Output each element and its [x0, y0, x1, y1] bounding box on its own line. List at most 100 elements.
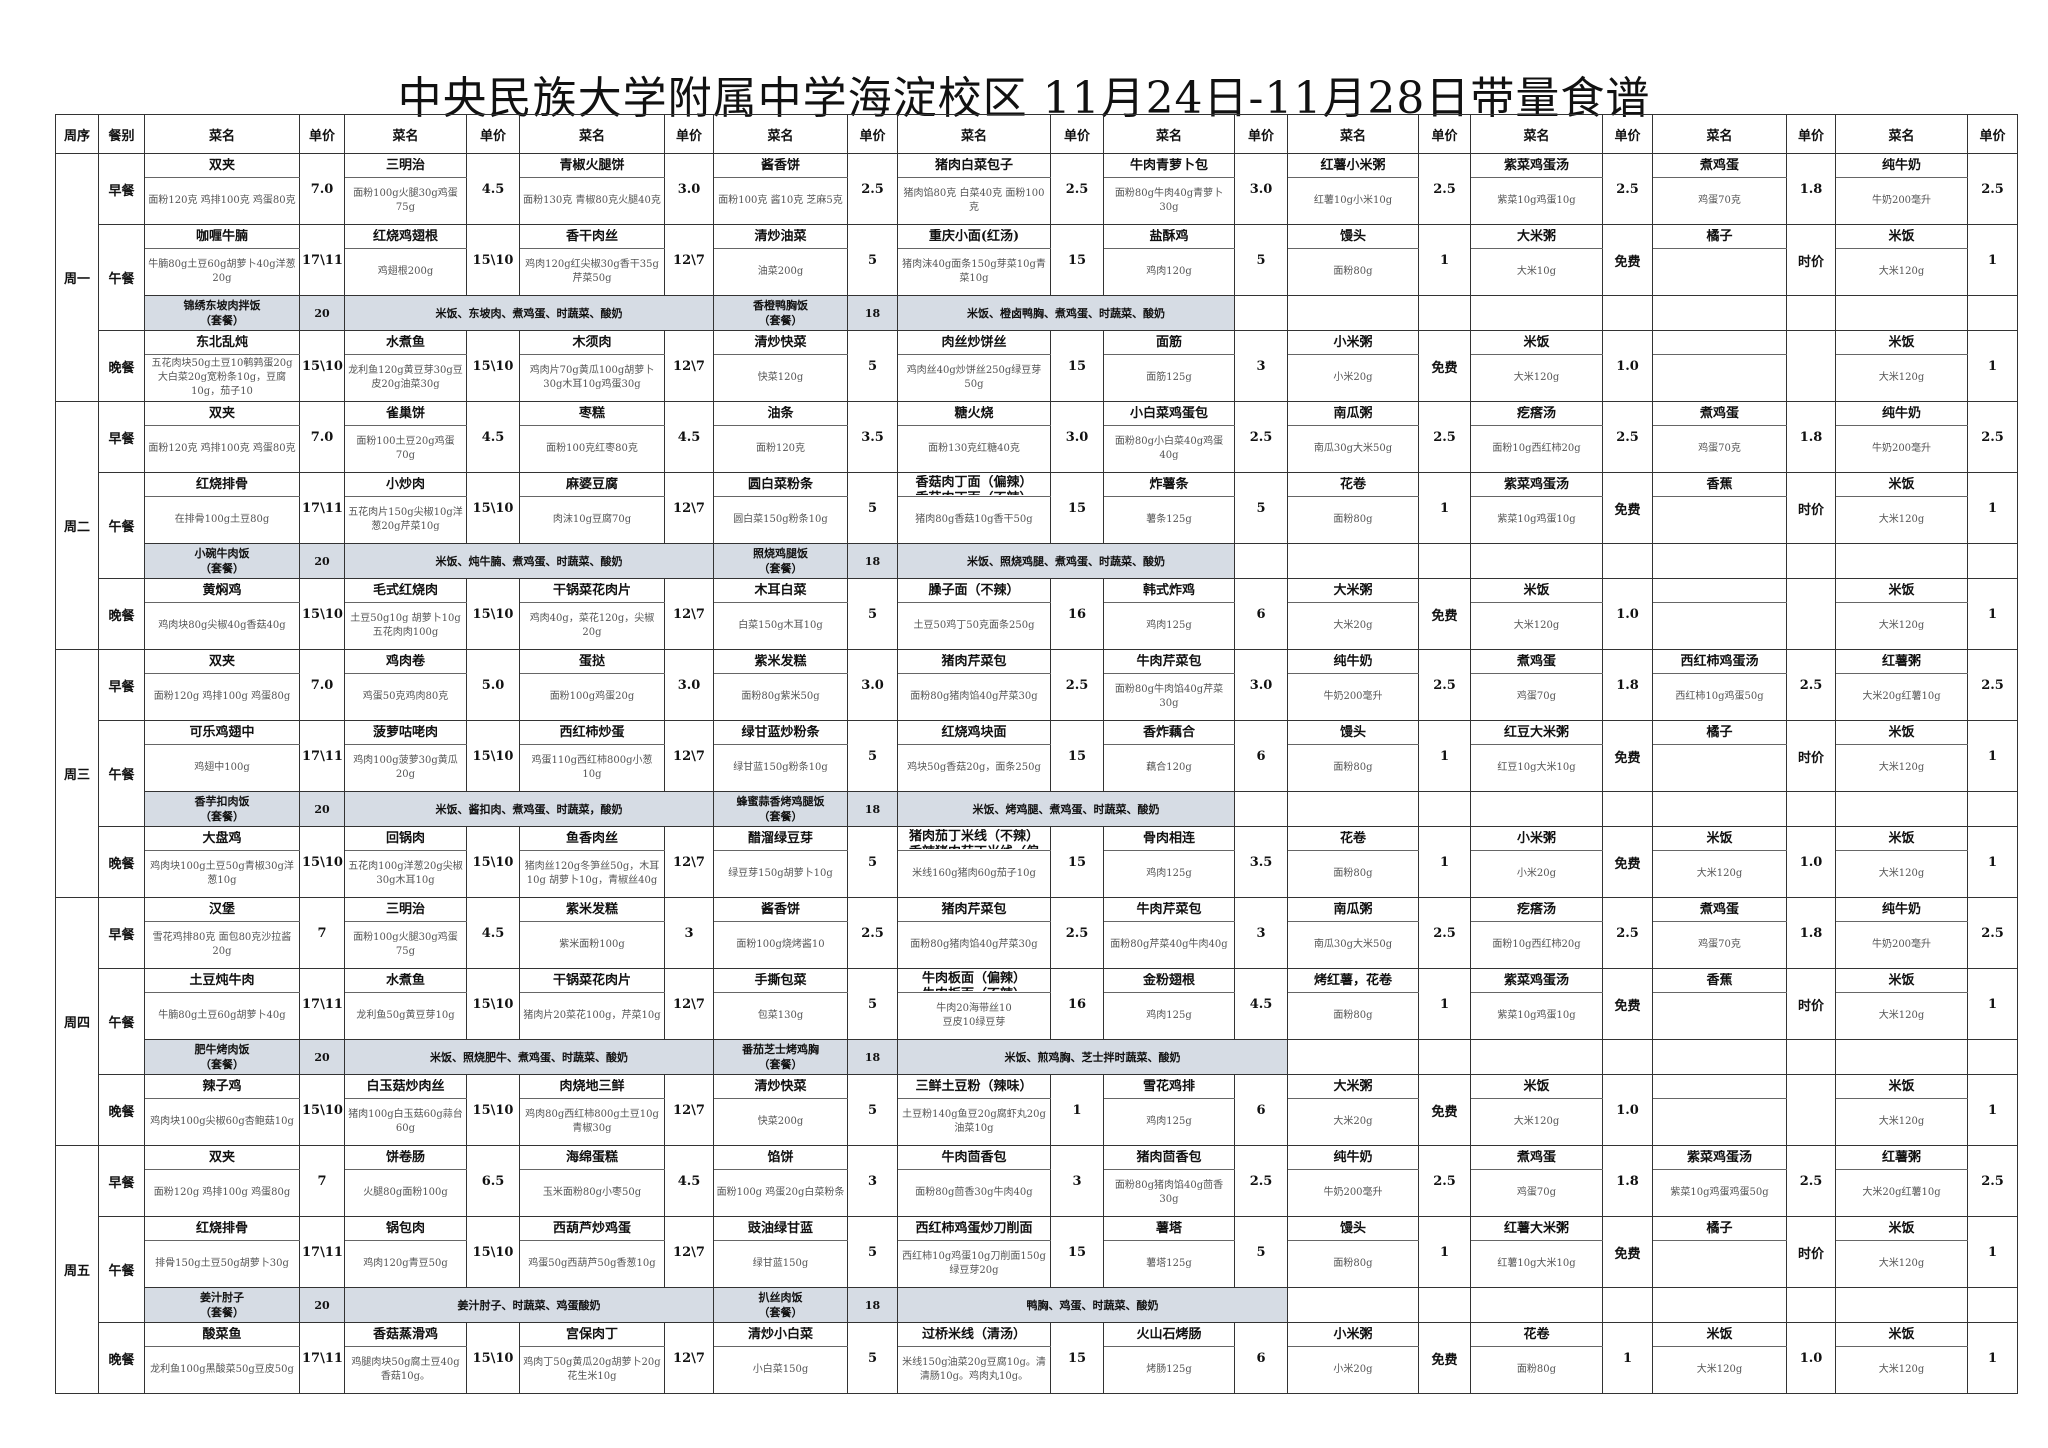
dish-price: 15\10 — [299, 1074, 345, 1146]
dish-price: 17\11 — [299, 1322, 345, 1394]
dish-name: 小白菜鸡蛋包 — [1129, 405, 1208, 421]
dish-price: 时价 — [1786, 720, 1836, 792]
empty-cell — [1786, 791, 1836, 827]
dish-ingredients: 面粉80g — [1287, 496, 1419, 544]
dish-name-cell: 猪肉芹菜包 — [897, 897, 1051, 922]
dish-price: 15 — [1050, 1216, 1104, 1288]
dish-ingredients: 大米120g — [1835, 248, 1968, 296]
dish-name: 鸡肉卷 — [385, 653, 425, 669]
dish-price: 15 — [1050, 826, 1104, 898]
empty-cell — [1234, 295, 1288, 331]
empty-cell — [1418, 543, 1471, 579]
dish-price: 4.5 — [664, 1145, 714, 1217]
empty-cell — [1287, 295, 1419, 331]
set-meal-row: 香芋扣肉饭 （套餐） 20 米饭、酱扣肉、煮鸡蛋、时蔬菜，酸奶 蜂蜜蒜香烤鸡腿饭 （套… — [56, 791, 2018, 827]
dish-ingredients: 大米120g — [1835, 850, 1968, 898]
dish-price: 时价 — [1786, 472, 1836, 544]
table-row: 周二 早餐 双夹 7.0 雀巢饼 4.5 枣糕 4.5 油条 3.5 糖火烧 3.0 小白菜鸡蛋包 2.5… — [55, 401, 2018, 650]
header-meal: 餐别 — [98, 114, 145, 154]
dish-name-cell: 可乐鸡翅中 — [144, 720, 300, 745]
dish-ingredients: 牛奶200毫升 — [1835, 921, 1968, 969]
header-price: 单价 — [1234, 114, 1288, 154]
dish-ingredients: 大米20g — [1287, 602, 1419, 650]
dish-price: 1 — [1967, 578, 2018, 650]
dish-name: 纯牛奶 — [1881, 405, 1921, 421]
dish-ingredients: 面粉80g茴香30g牛肉40g — [897, 1169, 1051, 1217]
header-dish-name: 菜名 — [897, 114, 1051, 154]
dish-name: 西葫芦炒鸡蛋 — [552, 1220, 631, 1236]
dish-ingredients: 面粉120克 — [713, 425, 848, 473]
dish-name-cell: 纯牛奶 — [1287, 649, 1419, 674]
header-row: 周序 餐别 菜名 单价 菜名 单价 菜名 单价 菜名 单价 菜名 单价 菜名 单价 菜名 单价 菜名 单价 菜名 单价… — [55, 114, 2018, 154]
table-row: 午餐 土豆炖牛肉 17\11 水煮鱼 15\10 干锅菜花肉片 12\7 手撕包菜 5 牛肉板面（… — [56, 968, 2018, 1075]
dish-ingredients: 土豆50g10g 胡萝卜10g五花肉肉100g — [344, 602, 467, 650]
dish-price: 12\7 — [664, 330, 714, 402]
dish-name: 鱼香肉丝 — [565, 830, 618, 846]
header-dish-name: 菜名 — [713, 114, 848, 154]
dish-ingredients: 龙利鱼50g黄豆芽10g — [344, 992, 467, 1040]
dish-name-cell: 紫菜鸡蛋汤 — [1652, 1145, 1787, 1170]
dish-ingredients: 龙利鱼120g黄豆芽30g豆皮20g油菜30g — [344, 354, 467, 402]
dish-name-cell: 宫保肉丁 — [519, 1322, 665, 1347]
dish-ingredients: 鸡肉块80g尖椒40g香菇40g — [144, 602, 300, 650]
dish-price: 1.8 — [1786, 897, 1836, 969]
dish-ingredients: 鸡翅中100g — [144, 744, 300, 792]
dish-name-cell: 紫菜鸡蛋汤 — [1470, 472, 1603, 497]
meal-label-dinner: 晚餐 — [98, 1322, 145, 1394]
dish-ingredients: 五花肉100g洋葱20g尖椒30g木耳10g — [344, 850, 467, 898]
dish-name: 花卷 — [1523, 1326, 1550, 1342]
set-meal-name: 香橙鸭胸饭 （套餐） — [713, 295, 848, 331]
dish-price: 15 — [1050, 720, 1104, 792]
dish-name-cell: 红烧鸡块面 — [897, 720, 1051, 745]
dish-price: 1 — [1967, 1322, 2018, 1394]
table-row: 面粉120克 鸡排100克 鸡蛋80克 面粉100土豆20g鸡蛋70g 面粉100克… — [56, 425, 2018, 473]
dish-name-cell: 水煮鱼 — [344, 968, 467, 993]
dish-name: 香蕉 — [1706, 972, 1733, 988]
dish-price: 1 — [1967, 826, 2018, 898]
dish-name: 小米粥 — [1333, 1326, 1373, 1342]
set-meal-price: 18 — [847, 543, 898, 579]
dish-name: 米饭 — [1888, 972, 1915, 988]
dish-ingredients: 猪肉沫40g面条150g芽菜10g青菜10g — [897, 248, 1051, 296]
dish-name: 双夹 — [208, 405, 235, 421]
dish-name: 南瓜粥 — [1333, 405, 1373, 421]
dish-ingredients: 在排骨100g土豆80g — [144, 496, 300, 544]
dish-name: 油条 — [767, 405, 794, 421]
dish-name-cell: 清炒油菜 — [713, 224, 848, 249]
dish-name: 红薯粥 — [1881, 1149, 1921, 1165]
dish-ingredients: 绿甘蓝150g — [713, 1240, 848, 1288]
empty-cell — [1470, 791, 1603, 827]
dish-ingredients: 鸡翅根200g — [344, 248, 467, 296]
meal-label-lunch: 午餐 — [98, 968, 145, 1075]
dish-ingredients: 面粉80g — [1470, 1346, 1603, 1394]
dish-name-cell: 牛肉芹菜包 — [1103, 897, 1235, 922]
dish-price: 1 — [1967, 224, 2018, 296]
dish-ingredients: 大米20g红薯10g — [1835, 673, 1968, 721]
dish-ingredients: 藕合120g — [1103, 744, 1235, 792]
dish-name: 牛肉板面（偏辣） 牛肉板面（不辣） — [921, 970, 1026, 991]
dish-price: 2.5 — [1418, 1145, 1471, 1217]
dish-ingredients: 紫菜10g鸡蛋10g — [1470, 496, 1603, 544]
dish-name: 火山石烤肠 — [1136, 1326, 1202, 1342]
dish-name-cell: 纯牛奶 — [1287, 1145, 1419, 1170]
empty-cell — [1967, 1287, 2018, 1323]
empty-cell — [1470, 1287, 1603, 1323]
dish-price: 2.5 — [1602, 897, 1653, 969]
dish-ingredients: 鸡肉丝40g炒饼丝250g绿豆芽50g — [897, 354, 1051, 402]
dish-name-cell: 红薯粥 — [1835, 649, 1968, 674]
set-meal-name: 香芋扣肉饭 （套餐） — [144, 791, 300, 827]
dish-name: 糖火烧 — [954, 405, 994, 421]
set-meal-contents: 米饭、酱扣肉、煮鸡蛋、时蔬菜，酸奶 — [344, 791, 714, 827]
dish-name-cell: 鸡肉卷 — [344, 649, 467, 674]
dish-price: 2.5 — [1602, 401, 1653, 473]
dish-name: 紫菜鸡蛋汤 — [1503, 476, 1569, 492]
dish-ingredients: 快菜200g — [713, 1098, 848, 1146]
dish-ingredients: 牛腩80g土豆60g胡萝卜40g — [144, 992, 300, 1040]
set-meal-name: 锦绣东坡肉拌饭 （套餐） — [144, 295, 300, 331]
dish-name: 宫保肉丁 — [565, 1326, 618, 1342]
dish-name: 牛肉青萝卜包 — [1129, 157, 1208, 173]
dish-name-cell: 水煮鱼 — [344, 330, 467, 355]
dish-ingredients: 米线160g猪肉60g茄子10g — [897, 850, 1051, 898]
meal-label-breakfast: 早餐 — [98, 401, 145, 473]
dish-name-cell: 骨肉相连 — [1103, 826, 1235, 851]
